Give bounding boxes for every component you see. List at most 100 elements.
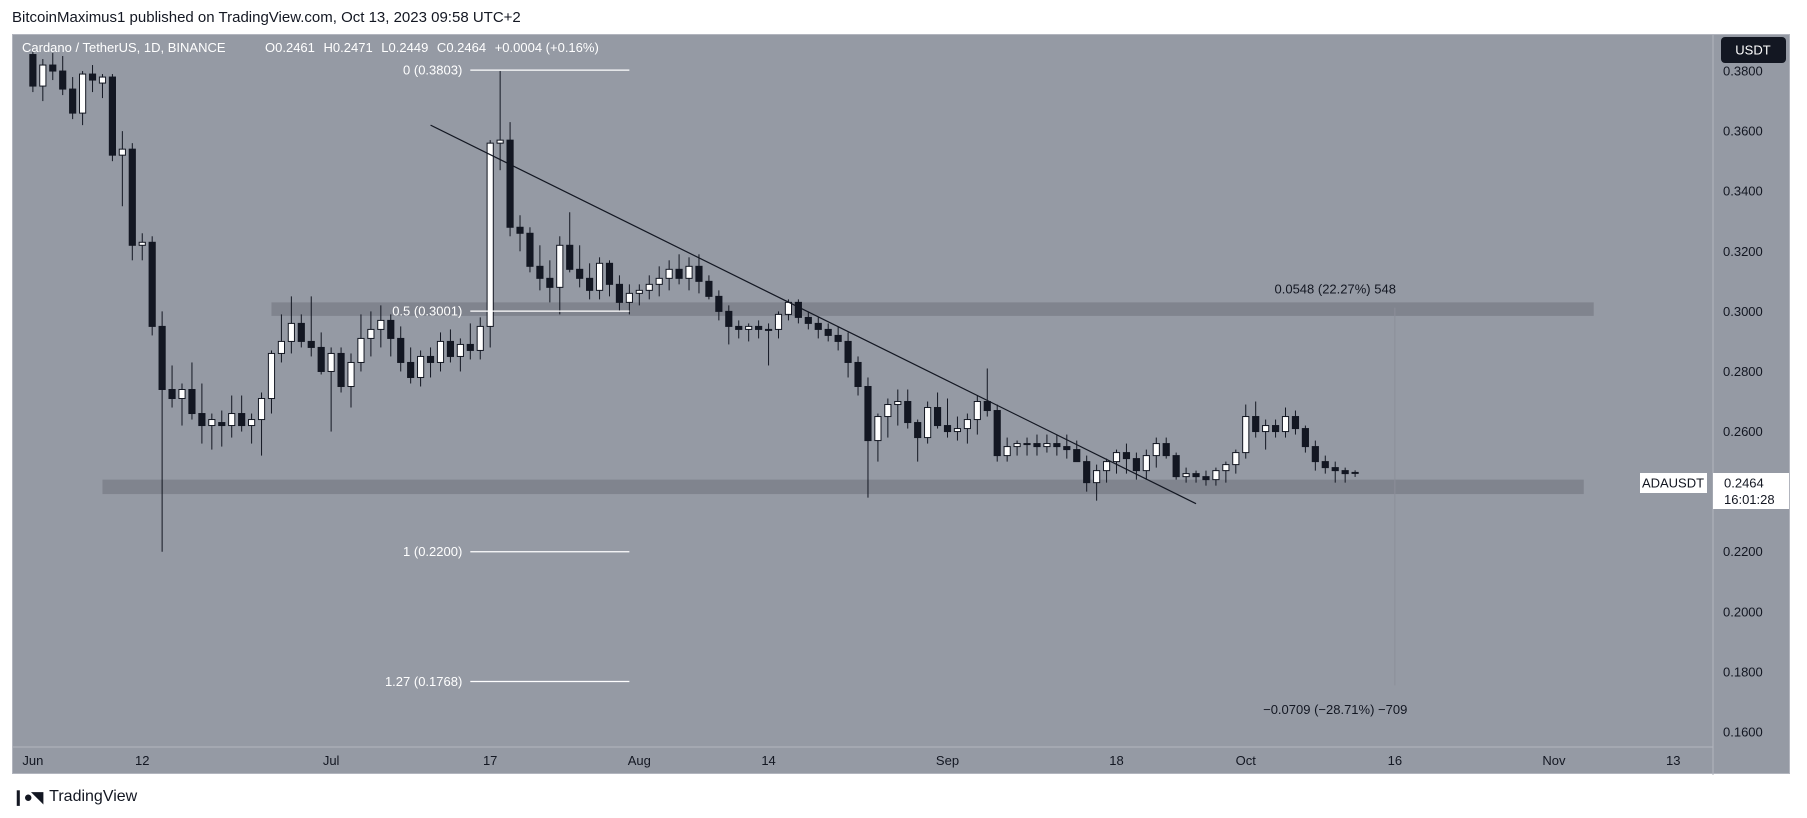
- candle-body: [486, 142, 494, 327]
- candle: [963, 413, 971, 444]
- candle-body: [814, 322, 822, 330]
- candle-body: [735, 325, 743, 330]
- candle-body: [914, 422, 922, 439]
- last-price-marker: ADAUSDT 0.2464 16:01:28: [1640, 473, 1789, 509]
- candle-body: [1073, 449, 1081, 463]
- candle: [347, 353, 355, 408]
- candle-body: [784, 301, 793, 315]
- candle: [814, 317, 822, 339]
- candle: [764, 323, 773, 366]
- candle: [397, 326, 405, 372]
- candle-body: [118, 148, 126, 156]
- candle: [854, 356, 862, 396]
- candles: [29, 50, 1359, 552]
- x-tick-label: 18: [1109, 753, 1123, 768]
- time-axis[interactable]: Jun 12 Jul 17 Aug 14 Sep 18 Oct 16 Nov 13: [13, 746, 1713, 768]
- candle: [1212, 467, 1220, 486]
- candle: [79, 71, 87, 126]
- candle: [108, 74, 116, 162]
- candle-body: [148, 241, 156, 327]
- candle: [1252, 401, 1260, 438]
- candle: [426, 347, 435, 378]
- candle-body: [566, 244, 574, 270]
- currency-label: USDT: [1735, 43, 1770, 58]
- candle-body: [1212, 470, 1220, 481]
- tradingview-footer[interactable]: ❙●◥ TradingView: [12, 788, 137, 806]
- candle-body: [257, 398, 266, 421]
- last-price-value: 0.2464: [1724, 476, 1764, 491]
- candle: [29, 50, 37, 93]
- candle-body: [586, 277, 594, 291]
- y-tick-label: 0.1600: [1723, 724, 1763, 739]
- candle: [655, 266, 663, 297]
- candle-body: [1152, 443, 1160, 457]
- measure-up-label: 0.0548 (22.27%) 548: [1275, 281, 1396, 296]
- price-axis[interactable]: 0.3800 0.3600 0.3400 0.3200 0.3000 0.2800 0.26…: [1712, 35, 1763, 775]
- candle: [88, 65, 97, 93]
- candle-body: [367, 328, 375, 339]
- candle-body: [436, 340, 445, 363]
- candle: [466, 323, 474, 360]
- tradingview-brand: TradingView: [49, 788, 138, 805]
- candle: [317, 332, 325, 375]
- candle-body: [1142, 455, 1150, 472]
- candle: [1281, 407, 1290, 438]
- y-tick-label: 0.2000: [1723, 604, 1763, 619]
- x-tick-label: Oct: [1236, 753, 1257, 768]
- candle-body: [635, 289, 643, 294]
- candle: [973, 395, 981, 435]
- candle-body: [287, 322, 295, 342]
- candle-body: [924, 407, 932, 439]
- candle: [993, 404, 1001, 462]
- candle-body: [397, 337, 405, 363]
- candle: [1262, 419, 1270, 450]
- candle: [337, 347, 345, 393]
- candle-body: [953, 428, 962, 433]
- candlestick-chart[interactable]: 0 (0.3803) 0.5 (0.3001) 1 (0.2200) 1.27 (0.…: [13, 35, 1791, 775]
- candle: [745, 323, 753, 342]
- candle: [1301, 425, 1309, 453]
- candle-body: [267, 352, 276, 400]
- candle: [178, 383, 186, 426]
- candle: [1162, 437, 1170, 459]
- candle-body: [49, 64, 57, 72]
- candle-body: [377, 319, 385, 330]
- currency-button[interactable]: USDT: [1721, 37, 1786, 63]
- candle-body: [158, 325, 166, 390]
- x-tick-label: 14: [761, 753, 775, 768]
- candle-body: [1102, 461, 1111, 472]
- tradingview-logo-icon: ❙●◥: [12, 789, 43, 806]
- y-tick-label: 0.3200: [1723, 244, 1763, 259]
- candle-body: [605, 262, 614, 285]
- candle-body: [317, 346, 325, 372]
- candle-body: [774, 313, 783, 330]
- candle: [1142, 449, 1150, 480]
- candle-body: [39, 64, 47, 87]
- chart-container[interactable]: 0 (0.3803) 0.5 (0.3001) 1 (0.2200) 1.27 (0.…: [12, 34, 1791, 775]
- candle-body: [1023, 443, 1031, 446]
- candle: [69, 77, 77, 120]
- candle: [198, 383, 206, 444]
- candle-body: [1083, 461, 1091, 484]
- candle-body: [1192, 473, 1200, 478]
- candle-body: [755, 325, 763, 330]
- candle-body: [1043, 443, 1051, 448]
- candle: [1003, 437, 1011, 462]
- candle-body: [496, 139, 504, 144]
- x-tick-label: Jun: [22, 753, 43, 768]
- candle-body: [337, 352, 345, 387]
- candle-body: [248, 419, 256, 427]
- candle-body: [1262, 425, 1270, 433]
- x-tick-label: Sep: [936, 753, 959, 768]
- candle: [168, 365, 176, 408]
- candle-body: [69, 88, 77, 114]
- close-label: C: [437, 40, 446, 55]
- measure-down-label: −0.0709 (−28.71%) −709: [1263, 702, 1407, 717]
- candle-body: [476, 325, 484, 351]
- candle: [118, 131, 126, 207]
- candle: [933, 392, 942, 429]
- candle: [1043, 434, 1051, 453]
- change-value: +0.0004 (+0.16%): [495, 40, 599, 55]
- candle-body: [685, 265, 693, 279]
- candle-body: [307, 340, 315, 348]
